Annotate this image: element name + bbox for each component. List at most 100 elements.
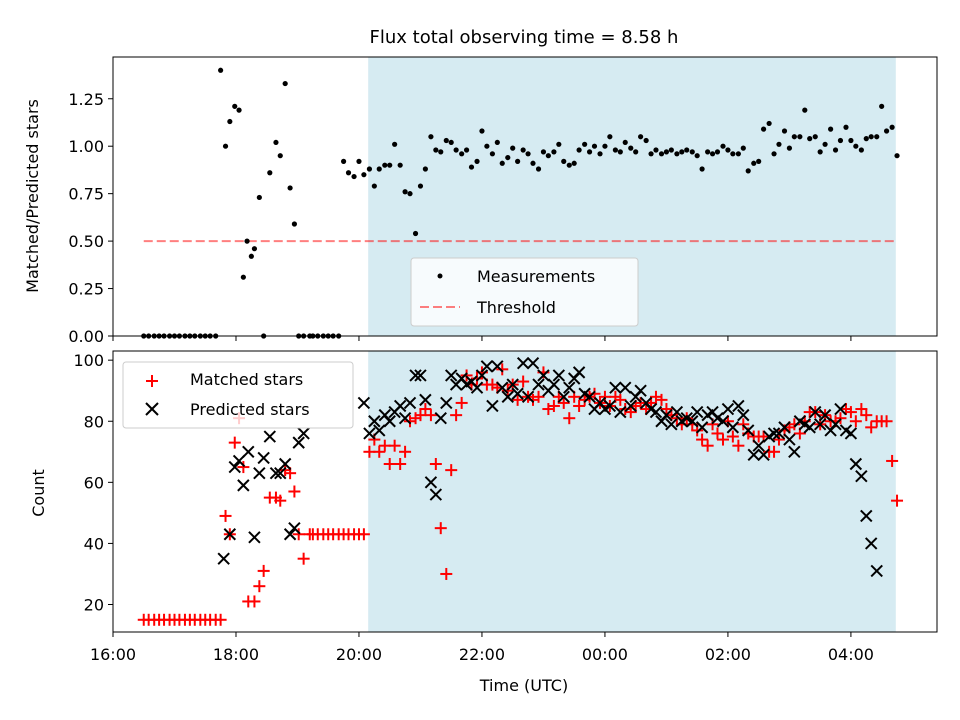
predicted-star-point — [783, 433, 796, 446]
predicted-star-point — [732, 399, 745, 413]
measurement-point — [663, 149, 670, 155]
matched-star-point — [655, 393, 668, 406]
x-tick-label: 00:00 — [582, 645, 628, 664]
measurement-point — [448, 139, 454, 146]
measurement-point — [282, 80, 288, 87]
measurement-point — [277, 153, 283, 159]
predicted-star-point — [486, 399, 499, 413]
predicted-star-point — [368, 415, 381, 428]
predicted-star-point — [614, 405, 627, 419]
predicted-star-point — [288, 521, 301, 535]
measurement-point — [376, 166, 382, 172]
predicted-star-point — [257, 451, 270, 465]
matched-star-point — [511, 393, 524, 406]
matched-star-point — [717, 433, 730, 446]
predicted-star-point — [248, 531, 261, 544]
predicted-star-point — [752, 439, 765, 452]
measurement-point — [438, 149, 444, 155]
predicted-star-point — [414, 369, 427, 382]
predicted-star-point — [572, 366, 586, 379]
measurement-point — [894, 153, 900, 159]
measurement-point — [443, 137, 449, 144]
matched-star-point — [732, 439, 745, 452]
measurement-point — [340, 158, 347, 164]
measurement-point — [781, 128, 788, 134]
measurement-point — [853, 143, 859, 149]
measurement-point — [883, 128, 890, 134]
measurement-point — [392, 141, 398, 147]
measurement-point — [735, 151, 741, 157]
predicted-star-point — [263, 430, 277, 443]
predicted-star-point — [537, 369, 550, 382]
matched-star-point — [855, 403, 868, 416]
measurement-point — [745, 168, 751, 174]
predicted-star-point — [429, 488, 443, 501]
measurement-point — [356, 158, 362, 164]
measurement-points — [141, 67, 900, 339]
matched-star-point — [424, 409, 437, 422]
matched-star-point — [891, 494, 904, 507]
measurement-point — [582, 141, 588, 147]
predicted-star-point — [563, 381, 576, 394]
predicted-star-point — [242, 445, 255, 459]
measurement-point — [705, 149, 711, 155]
predicted-star-point — [609, 381, 622, 394]
matched-star-point — [886, 454, 899, 467]
predicted-star-point — [737, 408, 750, 422]
measurement-point — [817, 149, 823, 155]
measurement-point — [402, 189, 408, 195]
predicted-star-point — [506, 378, 519, 391]
legend-matched-marker — [146, 375, 158, 387]
matched-star-point — [624, 406, 637, 419]
predicted-star-point — [501, 390, 514, 404]
y-tick-label: 0.25 — [68, 280, 104, 299]
measurement-point — [571, 160, 577, 166]
predicted-star-point — [269, 466, 283, 480]
predicted-star-point — [767, 427, 781, 440]
measurement-point — [459, 151, 465, 157]
bottom-panel: 20 40 60 80 100 16:00 18:00 20:00 22:00 00:00 02:… — [29, 350, 938, 695]
measurement-point — [684, 147, 690, 153]
measurement-point — [597, 151, 603, 157]
matched-star-point — [737, 418, 750, 431]
matched-stars-points — [137, 363, 904, 626]
measurement-point — [668, 147, 674, 153]
bottom-legend-box — [122, 361, 354, 429]
matched-star-point — [517, 375, 530, 388]
predicted-stars-points — [217, 357, 883, 578]
measurement-point — [417, 183, 424, 189]
measurement-point — [638, 134, 644, 140]
predicted-star-point — [844, 427, 858, 440]
measurement-point — [453, 147, 459, 153]
top-axes-frame — [112, 56, 938, 337]
measurement-point — [694, 153, 700, 159]
measurement-point — [371, 183, 377, 189]
measurement-point — [848, 137, 854, 144]
measurement-point — [879, 103, 885, 109]
predicted-star-point — [274, 466, 287, 480]
measurement-point — [428, 134, 434, 140]
predicted-star-point — [809, 405, 822, 419]
measurement-point — [607, 134, 613, 140]
measurement-point — [484, 143, 490, 149]
measurement-point — [843, 124, 849, 130]
measurement-point — [407, 191, 413, 197]
predicted-star-point — [557, 390, 570, 404]
predicted-star-point — [849, 457, 863, 471]
measurement-point — [679, 149, 685, 155]
measurement-point — [674, 151, 680, 157]
measurement-point — [832, 147, 839, 153]
top-y-ticks: 0.00 0.25 0.50 0.75 1.00 1.25 — [68, 90, 113, 346]
predicted-star-point — [253, 466, 266, 480]
predicted-star-point — [292, 436, 305, 449]
matched-star-point — [228, 436, 241, 449]
predicted-star-point — [297, 427, 310, 440]
measurement-point — [551, 149, 557, 155]
measurement-point — [361, 172, 367, 178]
predicted-star-point — [232, 454, 246, 468]
matched-star-point — [460, 369, 473, 382]
measurement-point — [812, 134, 818, 140]
matched-star-point — [501, 384, 514, 397]
matched-star-point — [399, 445, 412, 458]
